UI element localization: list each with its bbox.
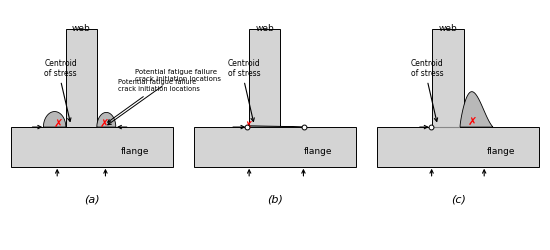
Text: Centroid
of stress: Centroid of stress (44, 59, 77, 78)
Text: web: web (72, 24, 91, 33)
Bar (194, 127, 356, 167)
Text: web: web (255, 24, 274, 33)
Text: (c): (c) (451, 194, 466, 204)
Polygon shape (248, 126, 304, 127)
Text: Centroid
of stress: Centroid of stress (411, 59, 444, 78)
Text: (b): (b) (267, 194, 283, 204)
Bar (10, 127, 173, 167)
Text: Potential fatigue failure
crack initiation locations: Potential fatigue failure crack initiati… (108, 79, 200, 122)
Text: ✗: ✗ (100, 118, 109, 128)
Text: Potential fatigue failure
crack initiation locations: Potential fatigue failure crack initiati… (108, 68, 221, 125)
Text: ✗: ✗ (468, 117, 477, 127)
Text: flange: flange (304, 147, 332, 156)
Text: Centroid
of stress: Centroid of stress (228, 59, 260, 78)
Text: flange: flange (120, 147, 149, 156)
Text: flange: flange (487, 147, 516, 156)
Polygon shape (460, 92, 493, 127)
Bar (249, 29, 280, 127)
Bar (66, 29, 97, 127)
Polygon shape (97, 112, 116, 127)
Bar (377, 127, 540, 167)
Polygon shape (43, 112, 66, 127)
Text: (a): (a) (84, 194, 100, 204)
Bar (432, 29, 464, 127)
Text: ✗: ✗ (244, 121, 253, 131)
Text: ✗: ✗ (53, 118, 63, 128)
Text: web: web (438, 24, 458, 33)
